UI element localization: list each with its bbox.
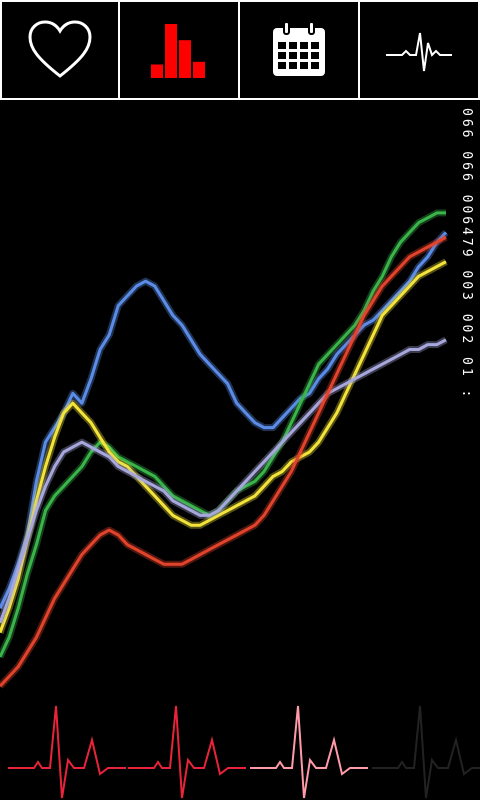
chart-series-line: [0, 235, 447, 688]
stats-icon-bar: [193, 61, 205, 78]
tab-heart[interactable]: [0, 0, 120, 100]
calendar-icon: [273, 21, 325, 76]
heart-outline-icon: [28, 20, 92, 78]
ecg-beat: [128, 705, 246, 799]
stats-icon-bar: [151, 64, 163, 78]
tab-pulse[interactable]: [360, 0, 480, 100]
ecg-beat: [250, 705, 368, 799]
bar-chart-icon: [151, 24, 205, 78]
trend-chart: [0, 209, 449, 689]
stats-icon-bar: [179, 40, 191, 78]
chart-series-line: [0, 211, 446, 658]
tab-bar: [0, 0, 480, 100]
ecg-beat: [372, 705, 480, 799]
chart-series-line: [0, 231, 448, 609]
chart-series-line: [0, 338, 447, 624]
ecg-beat: [8, 705, 126, 799]
ecg-pulse-icon: [386, 32, 452, 72]
chart-series-glow: [0, 234, 448, 689]
tab-calendar[interactable]: [240, 0, 360, 100]
ecg-strip: [8, 705, 480, 799]
tab-stats[interactable]: [120, 0, 240, 100]
stats-icon-bar: [165, 24, 177, 78]
chart-series-line: [0, 260, 447, 634]
